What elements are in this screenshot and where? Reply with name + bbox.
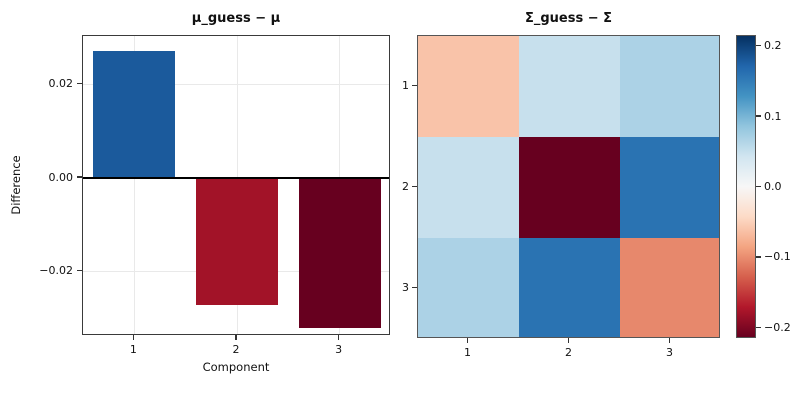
bar-component-3 (298, 178, 381, 329)
x-axis-tick-label: 1 (129, 343, 137, 356)
heatmap-row-label: 2 (402, 180, 409, 193)
colorbar-tick-label: 0.0 (764, 180, 782, 193)
heatmap-row-label: 3 (402, 281, 409, 294)
bar-horizontal-gridline (83, 83, 389, 85)
y-axis-tick-label: 0.00 (48, 170, 74, 184)
colorbar-tick (756, 115, 761, 117)
x-axis-tick-label: 3 (335, 343, 343, 356)
heatmap-area (417, 35, 720, 338)
bar-plot-area (82, 35, 390, 335)
heatmap-cell-r1c3 (620, 36, 719, 138)
heatmap-col-label: 3 (666, 346, 673, 359)
heatmap-cell-r2c2 (519, 137, 621, 239)
bar-component-2 (195, 178, 279, 305)
colorbar-tick (756, 185, 761, 188)
heatmap-cell-r3c2 (519, 238, 621, 337)
heatmap-cell-r1c1 (418, 36, 520, 138)
colorbar-tick (756, 256, 761, 258)
x-axis-tick (338, 335, 340, 340)
y-axis-tick-label: −0.02 (39, 264, 73, 278)
heatmap-cell-r3c1 (418, 238, 520, 337)
y-axis-tick (77, 82, 82, 84)
heatmap-cell-r1c2 (519, 36, 621, 138)
heatmap-col-label: 1 (464, 346, 471, 359)
colorbar-tick-label: 0.2 (764, 39, 782, 53)
zero-line (83, 177, 389, 179)
heatmap-col-label: 2 (565, 346, 572, 359)
heatmap-row-label: 1 (402, 79, 409, 92)
heatmap-title: Σ_guess − Σ (524, 11, 613, 26)
heatmap-col-tick (466, 338, 469, 343)
colorbar-tick-label: −0.2 (764, 320, 791, 334)
colorbar-tick (756, 44, 761, 47)
x-axis-tick (235, 335, 237, 340)
heatmap-row-tick (412, 286, 417, 289)
y-axis-tick (77, 176, 82, 178)
heatmap-row-tick (412, 185, 417, 188)
y-axis-tick (77, 270, 82, 272)
colorbar-tick-label: −0.1 (764, 250, 791, 264)
colorbar-gradient (736, 35, 756, 338)
heatmap-col-tick (668, 338, 671, 343)
bar-chart-ylabel: Difference (9, 155, 23, 215)
bar-chart-xlabel: Component (202, 360, 270, 374)
heatmap-cell-r3c3 (620, 238, 719, 337)
x-axis-tick (132, 335, 134, 340)
colorbar-tick (756, 326, 761, 329)
bar-component-1 (93, 51, 176, 179)
bar-chart-title: μ_guess − μ (191, 11, 281, 26)
x-axis-tick-label: 2 (232, 343, 240, 356)
colorbar-tick-label: 0.1 (764, 109, 782, 123)
heatmap-row-tick (412, 84, 417, 87)
heatmap-col-tick (567, 338, 570, 343)
heatmap-cell-r2c1 (418, 137, 520, 239)
heatmap-cell-r2c3 (620, 137, 719, 239)
y-axis-tick-label: 0.02 (48, 76, 74, 90)
bar-vertical-gridline (133, 36, 135, 334)
